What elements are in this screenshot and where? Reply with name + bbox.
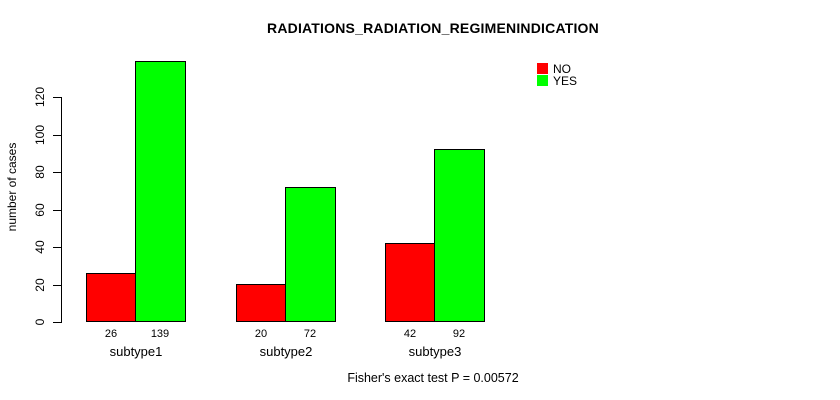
y-axis-tick bbox=[53, 172, 61, 173]
bar-value-label: 139 bbox=[150, 328, 170, 340]
y-axis-tick bbox=[53, 247, 61, 248]
bar-yes-subtype3 bbox=[434, 149, 485, 322]
y-axis-label: number of cases bbox=[5, 142, 19, 232]
y-axis-line bbox=[61, 97, 62, 323]
legend-label-no: NO bbox=[553, 62, 571, 76]
bar-no-subtype1 bbox=[86, 273, 136, 322]
bar-value-label: 92 bbox=[452, 328, 466, 340]
legend-swatch-no bbox=[537, 63, 548, 74]
bar-value-label: 26 bbox=[104, 328, 118, 340]
y-axis-tick-label: 40 bbox=[33, 240, 47, 254]
legend-swatch-yes bbox=[537, 75, 548, 86]
legend-label-yes: YES bbox=[553, 74, 578, 88]
chart-title: RADIATIONS_RADIATION_REGIMENINDICATION bbox=[267, 20, 599, 36]
bar-yes-subtype1 bbox=[135, 61, 186, 322]
y-axis-tick-label: 100 bbox=[33, 124, 47, 145]
bar-value-label: 72 bbox=[303, 328, 317, 340]
y-axis-tick bbox=[53, 134, 61, 136]
y-axis-tick bbox=[53, 97, 61, 98]
bar-value-label: 42 bbox=[403, 328, 417, 340]
bar-value-label: 20 bbox=[254, 328, 268, 340]
y-axis-tick-label: 120 bbox=[33, 86, 47, 108]
fisher-test-annotation: Fisher's exact test P = 0.00572 bbox=[347, 371, 519, 385]
x-category-label: subtype3 bbox=[408, 344, 462, 359]
bar-yes-subtype2 bbox=[285, 187, 336, 322]
y-axis-tick-label: 20 bbox=[33, 277, 47, 292]
y-axis-tick bbox=[53, 209, 61, 211]
y-axis-tick-label: 60 bbox=[33, 202, 47, 217]
x-category-label: subtype2 bbox=[259, 344, 313, 359]
y-axis-tick bbox=[53, 284, 61, 286]
y-axis-tick-label: 80 bbox=[33, 165, 47, 179]
bar-no-subtype2 bbox=[236, 284, 286, 322]
y-axis-tick bbox=[53, 322, 61, 323]
bar-no-subtype3 bbox=[385, 243, 435, 322]
y-axis-tick-label: 0 bbox=[33, 318, 47, 326]
x-category-label: subtype1 bbox=[109, 344, 163, 359]
